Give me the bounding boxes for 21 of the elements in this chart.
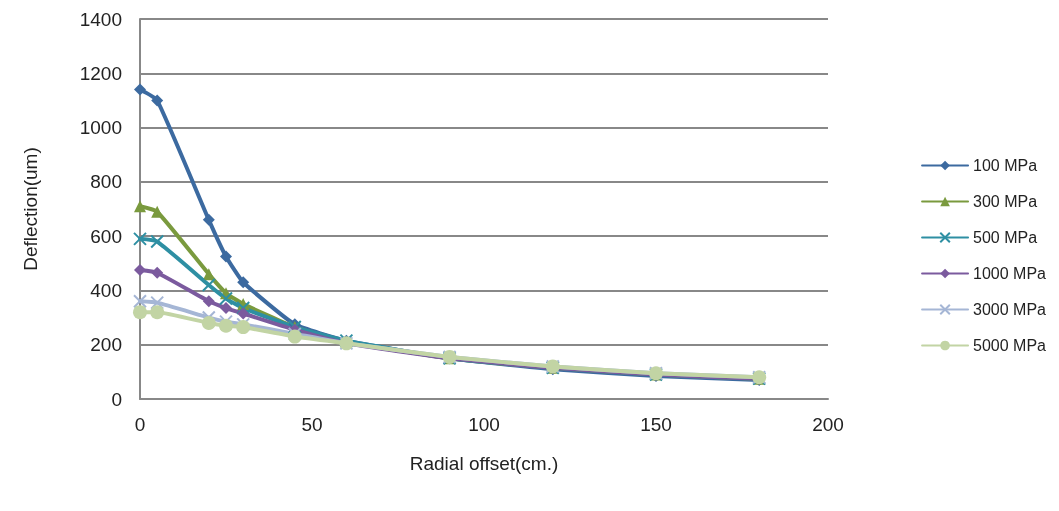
legend-label: 1000 MPa — [973, 265, 1047, 282]
y-tick-label: 1200 — [79, 62, 122, 84]
legend-label: 500 MPa — [973, 229, 1038, 246]
y-tick-label: 0 — [111, 388, 122, 410]
y-tick-label: 1400 — [79, 8, 122, 30]
x-tick-label: 50 — [301, 414, 323, 435]
x-tick-label: 150 — [640, 414, 672, 435]
x-tick-label: 200 — [812, 414, 844, 435]
x-tick-label: 100 — [468, 414, 500, 435]
y-tick-label: 400 — [90, 279, 122, 301]
legend-label: 5000 MPa — [973, 337, 1047, 354]
x-tick-label: 0 — [134, 414, 146, 435]
y-tick-label: 600 — [90, 225, 122, 247]
y-tick-label: 1000 — [79, 117, 122, 139]
y-axis-title: Deflection(um) — [20, 147, 41, 271]
y-tick-label: 800 — [90, 171, 122, 193]
legend-label: 100 MPa — [973, 157, 1038, 174]
y-tick-label: 200 — [90, 334, 122, 356]
x-axis-title: Radial offset(cm.) — [409, 453, 559, 474]
legend-label: 3000 MPa — [973, 301, 1047, 318]
legend-label: 300 MPa — [973, 193, 1038, 210]
